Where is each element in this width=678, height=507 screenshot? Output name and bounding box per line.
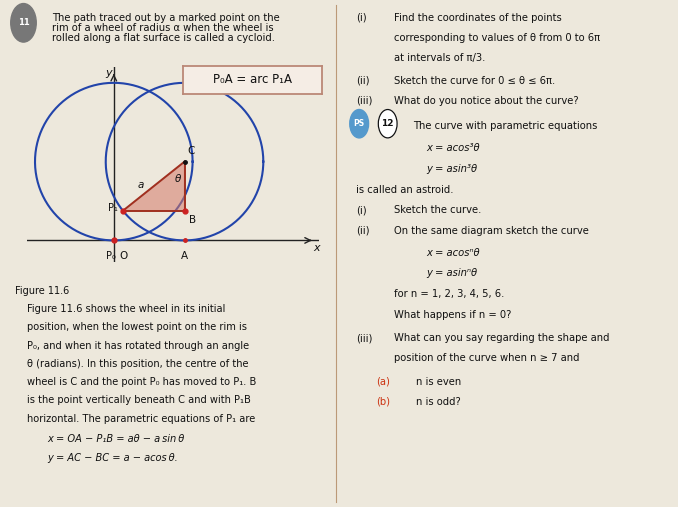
Text: Sketch the curve.: Sketch the curve. — [395, 205, 482, 215]
Text: P₀, and when it has rotated through an angle: P₀, and when it has rotated through an a… — [27, 341, 249, 351]
Text: position of the curve when n ≥ 7 and: position of the curve when n ≥ 7 and — [395, 353, 580, 364]
Text: for n = 1, 2, 3, 4, 5, 6.: for n = 1, 2, 3, 4, 5, 6. — [395, 289, 505, 300]
Text: 11: 11 — [18, 18, 29, 27]
Text: (a): (a) — [376, 377, 390, 387]
Text: (i): (i) — [356, 13, 366, 23]
Text: P₀: P₀ — [106, 250, 115, 261]
Text: P₁: P₁ — [108, 203, 118, 212]
Text: Find the coordinates of the points: Find the coordinates of the points — [395, 13, 562, 23]
Text: position, when the lowest point on the rim is: position, when the lowest point on the r… — [27, 322, 247, 333]
Circle shape — [11, 4, 36, 42]
Text: What can you say regarding the shape and: What can you say regarding the shape and — [395, 333, 610, 343]
Text: (iii): (iii) — [356, 96, 372, 106]
Text: y: y — [105, 68, 112, 79]
Text: C: C — [188, 146, 195, 156]
Text: B: B — [189, 215, 197, 226]
Text: is the point vertically beneath C and with P₁B: is the point vertically beneath C and wi… — [27, 395, 251, 406]
Text: PS: PS — [354, 119, 365, 128]
Circle shape — [350, 110, 369, 138]
Polygon shape — [123, 162, 184, 211]
Text: θ: θ — [175, 174, 182, 184]
Text: at intervals of π/3.: at intervals of π/3. — [395, 53, 485, 63]
Text: P₀A = arc P₁A: P₀A = arc P₁A — [213, 74, 292, 86]
Text: rim of a wheel of radius α when the wheel is: rim of a wheel of radius α when the whee… — [52, 23, 274, 33]
Text: n is even: n is even — [416, 377, 462, 387]
Text: Figure 11.6: Figure 11.6 — [15, 286, 69, 297]
Text: A: A — [181, 250, 188, 261]
Text: (b): (b) — [376, 397, 390, 407]
Text: On the same diagram sketch the curve: On the same diagram sketch the curve — [395, 226, 589, 236]
Text: (iii): (iii) — [356, 333, 372, 343]
Text: horizontal. The parametric equations of P₁ are: horizontal. The parametric equations of … — [27, 414, 255, 424]
Text: (ii): (ii) — [356, 76, 370, 86]
Text: Sketch the curve for 0 ≤ θ ≤ 6π.: Sketch the curve for 0 ≤ θ ≤ 6π. — [395, 76, 556, 86]
Text: x = acosⁿθ: x = acosⁿθ — [426, 248, 480, 258]
Text: wheel is C and the point P₀ has moved to P₁. B: wheel is C and the point P₀ has moved to… — [27, 377, 256, 387]
Text: θ (radians). In this position, the centre of the: θ (radians). In this position, the centr… — [27, 359, 248, 369]
Text: x = acos³θ: x = acos³θ — [426, 143, 480, 154]
Text: corresponding to values of θ from 0 to 6π: corresponding to values of θ from 0 to 6… — [395, 33, 601, 43]
Text: a: a — [138, 179, 144, 190]
Text: 12: 12 — [382, 119, 394, 128]
Text: The path traced out by a marked point on the: The path traced out by a marked point on… — [52, 13, 280, 23]
Text: rolled along a flat surface is called a cycloid.: rolled along a flat surface is called a … — [52, 33, 275, 43]
Text: What do you notice about the curve?: What do you notice about the curve? — [395, 96, 579, 106]
Text: What happens if n = 0?: What happens if n = 0? — [395, 310, 512, 320]
Text: y = AC − BC = a − acos θ.: y = AC − BC = a − acos θ. — [47, 453, 178, 463]
Text: n is odd?: n is odd? — [416, 397, 461, 407]
Circle shape — [378, 110, 397, 138]
Text: The curve with parametric equations: The curve with parametric equations — [413, 121, 597, 131]
Text: is called an astroid.: is called an astroid. — [356, 185, 454, 195]
Text: Figure 11.6 shows the wheel in its initial: Figure 11.6 shows the wheel in its initi… — [27, 304, 225, 314]
Text: x: x — [314, 243, 321, 254]
Text: y = asinⁿθ: y = asinⁿθ — [426, 268, 477, 278]
Text: y = asin³θ: y = asin³θ — [426, 164, 477, 174]
Text: x = OA − P₁B = aθ − a sin θ: x = OA − P₁B = aθ − a sin θ — [47, 434, 184, 445]
Text: (i): (i) — [356, 205, 366, 215]
Text: (ii): (ii) — [356, 226, 370, 236]
Text: O: O — [119, 250, 127, 261]
